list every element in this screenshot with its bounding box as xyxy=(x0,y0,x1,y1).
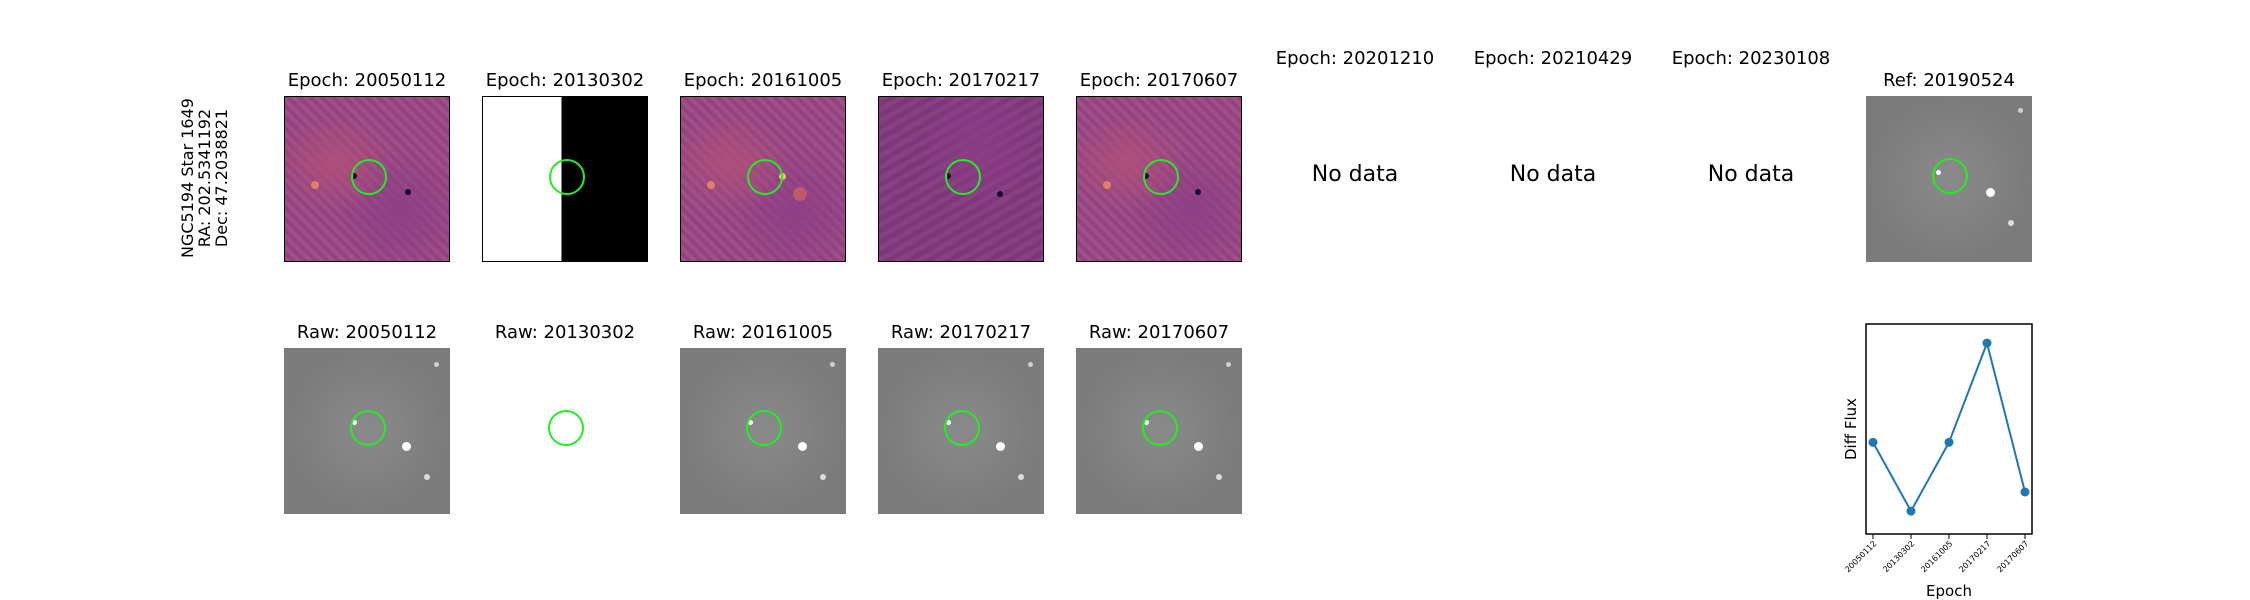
epoch-title-7: Epoch: 20210429 xyxy=(1473,48,1633,69)
target-dec: Dec: 47.2038821 xyxy=(212,108,231,248)
star-spot xyxy=(434,362,439,367)
raw-title-5: Raw: 20170607 xyxy=(1088,322,1230,343)
epoch-title-3: Epoch: 20161005 xyxy=(683,70,843,91)
x-tick-label: 20050112 xyxy=(1843,539,1878,574)
source-spot xyxy=(405,189,411,195)
star-spot xyxy=(820,474,826,480)
target-name: NGC5194 Star 1649 xyxy=(178,98,197,258)
diff-image-2 xyxy=(482,96,648,262)
star-spot xyxy=(424,474,430,480)
target-circle xyxy=(944,410,980,446)
star-spot xyxy=(402,442,411,451)
target-circle xyxy=(350,410,386,446)
target-circle xyxy=(1143,159,1179,195)
star-spot xyxy=(1216,474,1222,480)
star-spot xyxy=(1028,362,1033,367)
target-circle xyxy=(548,410,584,446)
diff-image-5 xyxy=(1076,96,1242,262)
star-spot xyxy=(798,442,807,451)
star-spot xyxy=(1018,474,1024,480)
raw-image-1 xyxy=(284,348,450,514)
epoch-title-1: Epoch: 20050112 xyxy=(287,70,447,91)
data-point xyxy=(1906,506,1916,516)
target-circle xyxy=(746,410,782,446)
raw-image-5 xyxy=(1076,348,1242,514)
data-point xyxy=(1944,437,1954,447)
raw-title-4: Raw: 20170217 xyxy=(890,322,1032,343)
data-point xyxy=(1982,338,1992,348)
no-data-message-7: No data xyxy=(1509,162,1597,187)
star-spot xyxy=(1194,442,1203,451)
star-spot xyxy=(1986,188,1995,197)
epoch-title-2: Epoch: 20130302 xyxy=(485,70,645,91)
star-spot xyxy=(2018,108,2023,113)
star-spot xyxy=(830,362,835,367)
epoch-title-5: Epoch: 20170607 xyxy=(1079,70,1239,91)
diff-image-4 xyxy=(878,96,1044,262)
source-spot xyxy=(1195,189,1201,195)
source-spot xyxy=(311,181,319,189)
raw-title-1: Raw: 20050112 xyxy=(296,322,438,343)
star-spot xyxy=(1226,362,1231,367)
source-spot xyxy=(707,181,715,189)
raw-image-4 xyxy=(878,348,1044,514)
target-circle xyxy=(1142,410,1178,446)
star-spot xyxy=(996,442,1005,451)
x-tick-label: 20170607 xyxy=(1995,539,2030,574)
no-data-message-6: No data xyxy=(1311,162,1399,187)
epoch-title-8: Epoch: 20230108 xyxy=(1671,48,1831,69)
light-curve-chart: Diff Flux Epoch 20050112 20130302 20161005… xyxy=(1842,323,2033,600)
raw-image-2 xyxy=(482,348,648,514)
x-tick-label: 20161005 xyxy=(1919,539,1954,574)
raw-title-3: Raw: 20161005 xyxy=(692,322,834,343)
diff-image-1 xyxy=(284,96,450,262)
reference-title: Ref: 20190524 xyxy=(1883,70,2015,91)
source-spot xyxy=(1103,181,1111,189)
target-ra: RA: 202.5341192 xyxy=(195,108,214,248)
target-circle xyxy=(351,159,387,195)
x-axis-label: Epoch xyxy=(1926,582,1972,600)
x-tick-label: 20170217 xyxy=(1957,539,1992,574)
reference-image xyxy=(1866,96,2032,262)
no-data-message-8: No data xyxy=(1707,162,1795,187)
target-circle xyxy=(549,159,585,195)
target-circle xyxy=(945,159,981,195)
y-axis-label: Diff Flux xyxy=(1842,398,1860,460)
x-tick-label: 20130302 xyxy=(1881,539,1916,574)
series-line xyxy=(1872,339,2026,514)
star-spot xyxy=(2008,220,2014,226)
raw-title-2: Raw: 20130302 xyxy=(494,322,636,343)
target-circle xyxy=(747,159,783,195)
epoch-title-4: Epoch: 20170217 xyxy=(881,70,1041,91)
source-spot xyxy=(997,191,1003,197)
raw-image-3 xyxy=(680,348,846,514)
data-point xyxy=(2020,487,2030,497)
diff-image-3 xyxy=(680,96,846,262)
target-circle xyxy=(1932,158,1968,194)
source-spot xyxy=(793,187,807,201)
data-point xyxy=(1868,437,1878,447)
epoch-title-6: Epoch: 20201210 xyxy=(1275,48,1435,69)
plot-frame xyxy=(1865,323,2033,535)
